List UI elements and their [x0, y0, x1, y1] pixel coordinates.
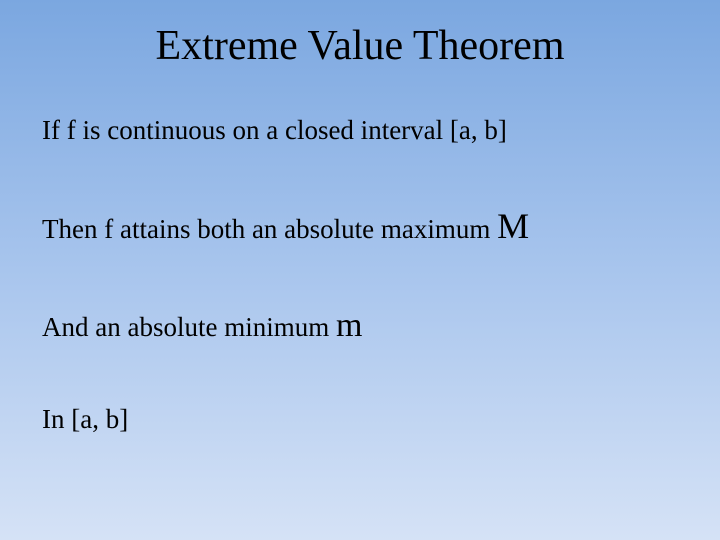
slide-body: If f is continuous on a closed interval …	[0, 80, 720, 437]
line-2: Then f attains both an absolute maximum …	[42, 204, 690, 249]
line-1: If f is continuous on a closed interval …	[42, 114, 690, 148]
slide: Extreme Value Theorem If f is continuous…	[0, 0, 720, 540]
line-3-min-symbol: m	[336, 307, 362, 344]
line-2-text: Then f attains both an absolute maximum	[42, 214, 497, 244]
slide-title: Extreme Value Theorem	[0, 0, 720, 80]
line-3-text: And an absolute minimum	[42, 312, 336, 342]
line-4: In [a, b]	[42, 403, 690, 437]
line-3: And an absolute minimum m	[42, 305, 690, 348]
line-2-max-symbol: M	[497, 206, 529, 246]
